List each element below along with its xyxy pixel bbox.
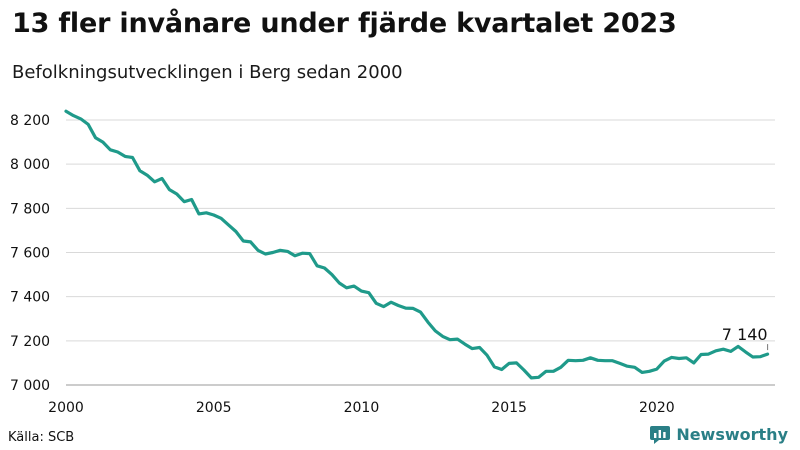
brand-name: Newsworthy xyxy=(676,425,788,444)
x-tick-label: 2020 xyxy=(639,400,675,416)
y-axis-tick-labels: 7 000 7 200 7 400 7 600 7 800 8 000 8 200 xyxy=(10,113,50,394)
bar-chart-icon xyxy=(650,425,671,444)
source-note: Källa: SCB xyxy=(8,430,75,445)
y-tick-label: 7 400 xyxy=(10,290,50,306)
y-tick-label: 7 200 xyxy=(10,334,50,350)
x-tick-label: 2010 xyxy=(344,400,380,416)
series-line xyxy=(64,109,770,380)
series-group xyxy=(64,109,770,380)
y-tick-label: 8 000 xyxy=(10,157,50,173)
chart-subtitle: Befolkningsutvecklingen i Berg sedan 200… xyxy=(12,62,403,83)
end-label-group: 7 140 xyxy=(722,325,769,351)
y-tick-label: 8 200 xyxy=(10,113,50,129)
x-tick-label: 2000 xyxy=(48,400,84,416)
line-chart: 7 000 7 200 7 400 7 600 7 800 8 000 8 200 2000… xyxy=(10,109,775,416)
x-axis-tick-labels: 2000 2005 2010 2015 2020 xyxy=(48,400,674,416)
chart-title: 13 fler invånare under fjärde kvartalet … xyxy=(12,8,677,39)
y-tick-label: 7 800 xyxy=(10,201,50,217)
x-tick-label: 2015 xyxy=(491,400,527,416)
x-tick-label: 2005 xyxy=(196,400,232,416)
gridlines xyxy=(66,119,775,386)
brand-logo: Newsworthy xyxy=(650,425,788,444)
y-tick-label: 7 600 xyxy=(10,246,50,262)
y-tick-label: 7 000 xyxy=(10,378,50,394)
end-value-label: 7 140 xyxy=(722,325,768,344)
